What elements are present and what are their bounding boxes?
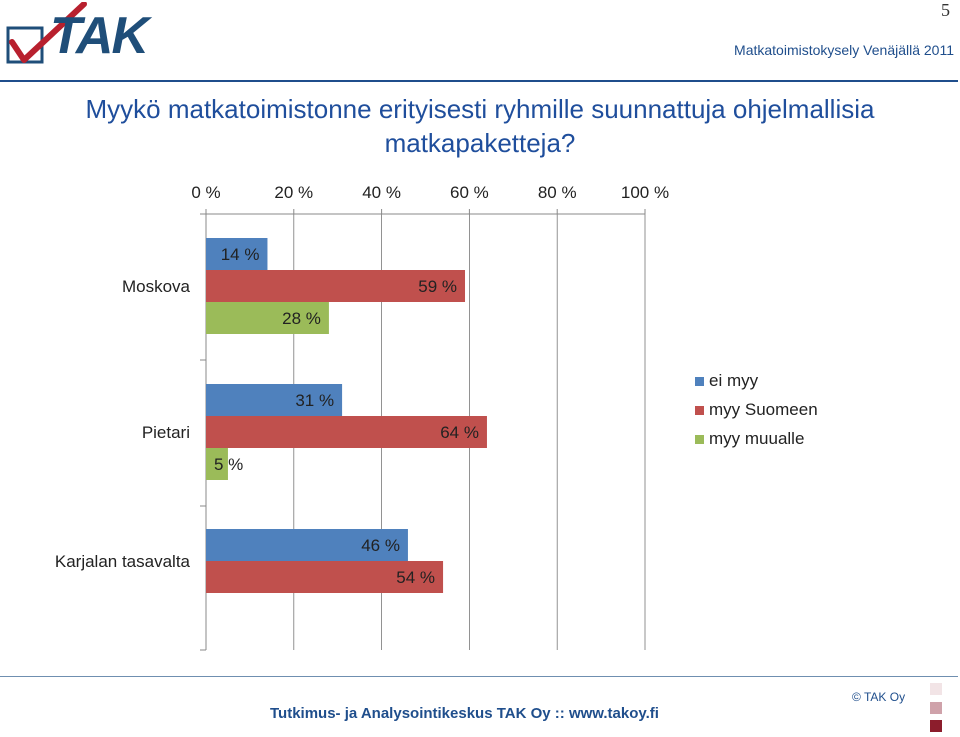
x-tick-label: 20 % bbox=[274, 183, 313, 202]
legend-swatch bbox=[695, 406, 704, 415]
title-line-2: matkapaketteja? bbox=[384, 128, 576, 158]
x-tick-label: 100 % bbox=[621, 183, 669, 202]
bar bbox=[206, 561, 444, 593]
decor-square-light bbox=[930, 683, 942, 695]
copyright: © TAK Oy bbox=[852, 690, 906, 704]
bar bbox=[206, 416, 487, 448]
legend-swatch bbox=[695, 435, 704, 444]
category-label: Karjalan tasavalta bbox=[55, 552, 191, 571]
data-label: 31 % bbox=[295, 391, 334, 410]
data-label: 5 % bbox=[214, 455, 243, 474]
page-number: 5 bbox=[941, 0, 950, 20]
category-label: Pietari bbox=[142, 423, 190, 442]
footer-divider bbox=[0, 676, 958, 677]
tak-logo: TAK bbox=[4, 1, 164, 72]
data-label: 59 % bbox=[418, 277, 457, 296]
decor-square-mid bbox=[930, 702, 942, 714]
header-divider bbox=[0, 80, 958, 82]
category-label: Moskova bbox=[122, 277, 191, 296]
data-label: 64 % bbox=[440, 423, 479, 442]
decor-square-dark bbox=[930, 720, 942, 732]
data-label: 28 % bbox=[282, 309, 321, 328]
title-line-1: Myykö matkatoimistonne erityisesti ryhmi… bbox=[85, 94, 875, 124]
legend-label: ei myy bbox=[709, 371, 759, 390]
data-label: 46 % bbox=[361, 536, 400, 555]
bar bbox=[206, 384, 343, 416]
bar bbox=[206, 529, 408, 561]
header-subtitle: Matkatoimistokysely Venäjällä 2011 bbox=[734, 42, 954, 58]
x-tick-label: 60 % bbox=[450, 183, 489, 202]
logo-text: TAK bbox=[50, 7, 149, 65]
legend-swatch bbox=[695, 377, 704, 386]
logo-checkmark-icon bbox=[6, 1, 87, 64]
x-tick-label: 40 % bbox=[362, 183, 401, 202]
bar bbox=[206, 302, 329, 334]
data-label: 54 % bbox=[396, 568, 435, 587]
x-tick-label: 80 % bbox=[538, 183, 577, 202]
legend-label: myy muualle bbox=[709, 429, 804, 448]
data-label: 14 % bbox=[221, 245, 260, 264]
page-title: Myykö matkatoimistonne erityisesti ryhmi… bbox=[0, 92, 960, 160]
x-tick-label: 0 % bbox=[191, 183, 220, 202]
legend-label: myy Suomeen bbox=[709, 400, 818, 419]
footer-text: Tutkimus- ja Analysointikeskus TAK Oy ::… bbox=[270, 705, 659, 722]
bar bbox=[206, 238, 268, 270]
bar-chart: 0 % 20 % 40 % 60 % 80 % 100 % Moskova 14 % 59 % 2… bbox=[55, 183, 818, 651]
bar bbox=[206, 448, 228, 480]
bar bbox=[206, 270, 466, 302]
